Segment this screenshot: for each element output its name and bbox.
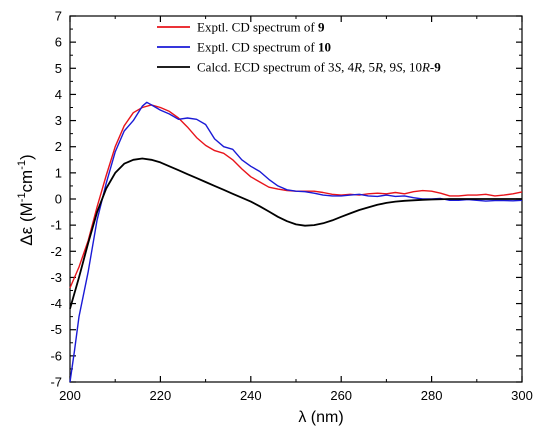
y-axis-ticks: -7 -6 -5 -4 -3 -2 -1 0 1 2 3 4 5 6 7 <box>50 9 522 390</box>
y-tick-label: 2 <box>55 139 62 154</box>
y-axis-title-main: Δε (M <box>17 202 36 245</box>
legend: Exptl. CD spectrum of 9 Exptl. CD spectru… <box>157 20 441 75</box>
series-line-3 <box>69 157 522 310</box>
y-axis-title-mid: cm <box>17 170 36 193</box>
legend-label-3: Calcd. ECD spectrum of 3S, 4R, 5R, 9S, 1… <box>197 60 441 75</box>
x-tick-label: 200 <box>59 388 81 403</box>
y-tick-label: 7 <box>55 9 62 24</box>
y-tick-label: -4 <box>50 296 62 311</box>
x-axis-title: λ (nm) <box>298 409 343 426</box>
y-tick-label: 4 <box>55 87 62 102</box>
series-line-1 <box>69 104 523 289</box>
y-tick-label: -2 <box>50 244 62 259</box>
x-tick-label: 280 <box>421 388 443 403</box>
series-line-2 <box>69 101 523 383</box>
y-tick-label: 0 <box>55 192 62 207</box>
y-tick-label: -3 <box>50 270 62 285</box>
series-layer <box>69 101 523 383</box>
x-tick-label: 240 <box>240 388 262 403</box>
y-tick-label: -6 <box>50 348 62 363</box>
y-tick-label: -5 <box>50 322 62 337</box>
x-tick-label: 300 <box>511 388 533 403</box>
y-tick-label: -1 <box>50 218 62 233</box>
legend-label-1: Exptl. CD spectrum of 9 <box>197 20 325 35</box>
y-tick-label: 3 <box>55 113 62 128</box>
x-axis-ticks: 200 220 240 260 280 300 <box>59 16 533 403</box>
y-axis-title-exp2: -1 <box>16 160 28 170</box>
legend-label-2: Exptl. CD spectrum of 10 <box>197 40 331 55</box>
x-tick-label: 260 <box>330 388 352 403</box>
y-tick-label: -7 <box>50 375 62 390</box>
y-axis-title: Δε (M-1cm-1) <box>16 154 36 245</box>
y-tick-label: 6 <box>55 35 62 50</box>
y-tick-label: 5 <box>55 61 62 76</box>
y-axis-title-end: ) <box>17 154 36 160</box>
y-tick-label: 1 <box>55 165 62 180</box>
y-axis-title-exp1: -1 <box>16 192 28 202</box>
x-tick-label: 220 <box>150 388 172 403</box>
